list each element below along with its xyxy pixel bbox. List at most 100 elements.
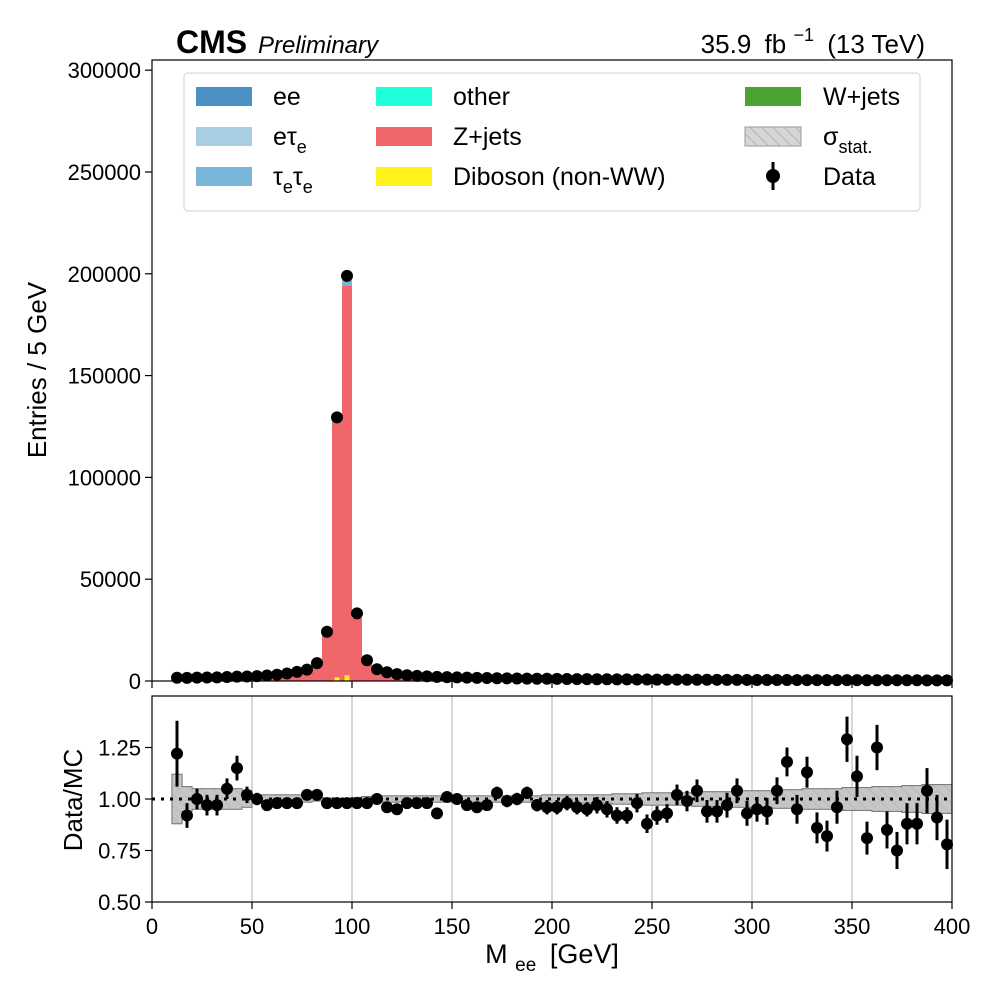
legend-item-zjets: Z+jets: [376, 123, 522, 151]
data-point: [341, 269, 353, 282]
data-point: [421, 670, 433, 683]
ratio-point: [281, 797, 293, 810]
ratio-point: [621, 809, 633, 822]
x-axis-label-sub: ee: [515, 955, 536, 976]
ratio-point: [261, 799, 273, 812]
bar-zjets: [312, 663, 322, 681]
legend-item-diboson: Diboson (non-WW): [376, 163, 666, 191]
data-point: [211, 671, 223, 684]
status-label: Preliminary: [258, 32, 380, 59]
ratio-point: [611, 809, 623, 822]
data-point: [691, 673, 703, 686]
legend-item-wjets: W+jets: [745, 83, 900, 111]
ratio-point: [921, 784, 933, 797]
legend-label: Z+jets: [453, 123, 522, 151]
ratio-point: [271, 797, 283, 810]
legend-marker: [766, 169, 780, 183]
data-point: [851, 674, 863, 687]
legend-swatch: [376, 87, 432, 106]
legend-label: other: [453, 83, 510, 111]
ratio-point: [491, 786, 503, 799]
ratio-point: [301, 788, 313, 801]
data-point: [531, 672, 543, 685]
ratio-point: [461, 799, 473, 812]
x-tick-label: 100: [334, 914, 371, 939]
y-tick-label: 150000: [68, 364, 141, 389]
legend-label: eτe: [273, 123, 307, 157]
y-tick-label: 100000: [68, 465, 141, 490]
lumi-exponent: −1: [793, 25, 814, 45]
legend-item-ee: ee: [196, 83, 301, 111]
y-tick-label: 1.25: [98, 736, 141, 761]
y-tick-label: 1.00: [98, 787, 141, 812]
legend-item-other: other: [376, 83, 510, 111]
ratio-point: [631, 797, 643, 810]
ratio-point: [861, 832, 873, 845]
data-point: [281, 667, 293, 680]
x-tick-label: 150: [434, 914, 471, 939]
ratio-point: [511, 793, 523, 805]
bar-zjets: [322, 633, 332, 681]
data-point: [941, 674, 953, 687]
ratio-point: [471, 801, 483, 814]
lumi-value: 35.9: [701, 29, 752, 59]
ratio-point: [901, 817, 913, 830]
ratio-point: [651, 809, 663, 822]
ratio-panel: 0.50 0.75 1.00 1.25 0 50 100 150 200 250 300 350 40…: [58, 695, 970, 976]
ratio-point: [481, 799, 493, 812]
main-y-axis-label: Entries / 5 GeV: [22, 281, 52, 458]
ratio-points: [171, 716, 953, 870]
bar-tautau: [342, 280, 352, 287]
legend-swatch: [196, 167, 252, 186]
data-point: [661, 673, 673, 686]
ratio-point: [401, 797, 413, 810]
data-point: [931, 674, 943, 687]
ratio-point: [671, 788, 683, 801]
legend-item-tautau: τeτe: [196, 163, 313, 197]
energy-label: (13 TeV): [827, 29, 925, 59]
ratio-point: [221, 782, 233, 795]
data-point: [401, 669, 413, 682]
data-point: [331, 411, 343, 424]
y-tick-label: 0.50: [98, 890, 141, 915]
ratio-point: [371, 793, 383, 805]
ratio-point: [911, 817, 923, 830]
bar-diboson: [344, 675, 350, 681]
y-tick-label: 300000: [68, 58, 141, 83]
data-point: [391, 668, 403, 681]
ratio-point: [191, 793, 203, 805]
x-tick-label: 250: [634, 914, 671, 939]
ratio-point: [211, 799, 223, 812]
ratio-point: [291, 797, 303, 810]
ratio-point: [771, 784, 783, 797]
data-point: [431, 670, 443, 683]
ratio-point: [781, 755, 793, 768]
ratio-point: [841, 733, 853, 746]
ratio-point: [601, 803, 613, 816]
data-point: [321, 625, 333, 638]
ratio-point: [251, 793, 263, 805]
ratio-point: [551, 801, 563, 814]
data-point: [261, 669, 273, 682]
ratio-point: [181, 809, 193, 822]
ratio-point: [931, 811, 943, 824]
data-point: [831, 674, 843, 687]
data-point: [411, 669, 423, 682]
data-point: [631, 673, 643, 686]
main-panel: 0 50000 100000 150000 200000 250000 300000 Ent…: [22, 58, 953, 694]
ratio-point: [711, 805, 723, 818]
header: CMS Preliminary 35.9 fb −1 (13 TeV): [176, 24, 925, 60]
ratio-point: [881, 823, 893, 836]
data-point: [911, 674, 923, 687]
ratio-point: [321, 797, 333, 810]
data-point: [781, 674, 793, 687]
legend-frame: [183, 72, 921, 212]
ratio-point: [691, 784, 703, 797]
legend-swatch: [744, 126, 802, 147]
data-point: [891, 674, 903, 687]
ratio-point: [411, 797, 423, 810]
data-point: [771, 674, 783, 687]
data-point: [241, 670, 253, 683]
ratio-point: [761, 805, 773, 818]
